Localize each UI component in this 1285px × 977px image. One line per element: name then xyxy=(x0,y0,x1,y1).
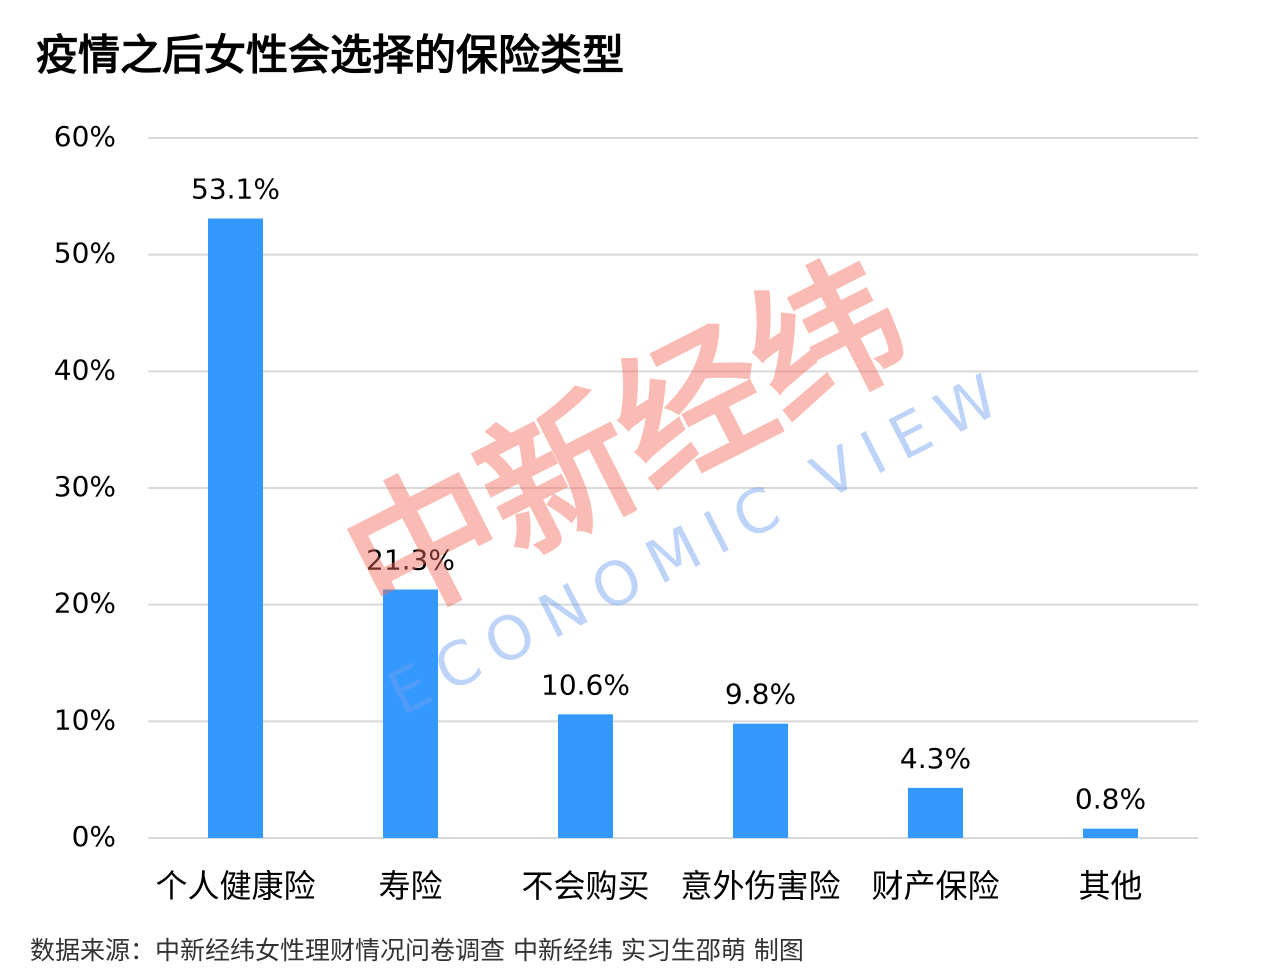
y-tick-label: 20% xyxy=(54,587,116,620)
y-tick-label: 10% xyxy=(54,703,116,736)
value-label: 0.8% xyxy=(1075,783,1146,816)
source-note: 数据来源：中新经纬女性理财情况问卷调查 中新经纬 实习生邵萌 制图 xyxy=(30,936,804,965)
bar xyxy=(383,589,438,838)
x-tick-label: 不会购买 xyxy=(521,867,649,905)
value-label: 9.8% xyxy=(725,678,796,711)
y-tick-label: 50% xyxy=(54,237,116,270)
x-tick-label: 意外伤害险 xyxy=(680,867,840,905)
y-tick-label: 40% xyxy=(54,353,116,386)
bar xyxy=(208,218,263,838)
value-label: 21.3% xyxy=(366,544,455,577)
y-tick-label: 60% xyxy=(54,120,116,153)
value-label: 10.6% xyxy=(541,668,630,701)
value-label: 4.3% xyxy=(900,742,971,775)
x-tick-label: 财产保险 xyxy=(871,867,999,905)
y-tick-label: 0% xyxy=(72,820,116,853)
chart-title: 疫情之后女性会选择的保险类型 xyxy=(36,31,624,80)
x-tick-label: 寿险 xyxy=(378,867,442,905)
y-tick-label: 30% xyxy=(54,470,116,503)
bar xyxy=(1083,828,1138,838)
bar xyxy=(733,723,788,838)
x-tick-label: 其他 xyxy=(1078,867,1142,905)
bar xyxy=(558,714,613,838)
bar xyxy=(908,787,963,838)
value-label: 53.1% xyxy=(191,173,280,206)
x-tick-label: 个人健康险 xyxy=(155,867,315,905)
